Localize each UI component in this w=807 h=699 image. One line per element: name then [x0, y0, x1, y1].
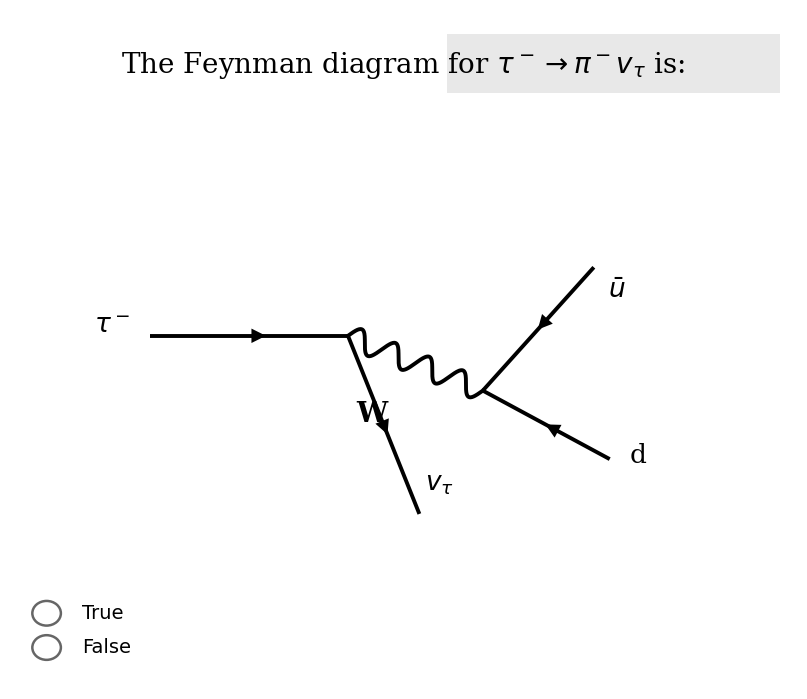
Text: $\tau^-$: $\tau^-$: [94, 313, 130, 338]
Text: True: True: [82, 604, 123, 623]
Text: $\bar{u}$: $\bar{u}$: [608, 278, 625, 303]
Text: $v_\tau$: $v_\tau$: [424, 472, 454, 497]
Text: False: False: [82, 638, 132, 657]
Text: d: d: [629, 443, 646, 468]
Text: The Feynman diagram for $\tau^- \rightarrow \pi^-v_\tau$ is:: The Feynman diagram for $\tau^- \rightar…: [122, 50, 685, 80]
FancyBboxPatch shape: [447, 34, 780, 92]
Text: W: W: [356, 401, 387, 428]
